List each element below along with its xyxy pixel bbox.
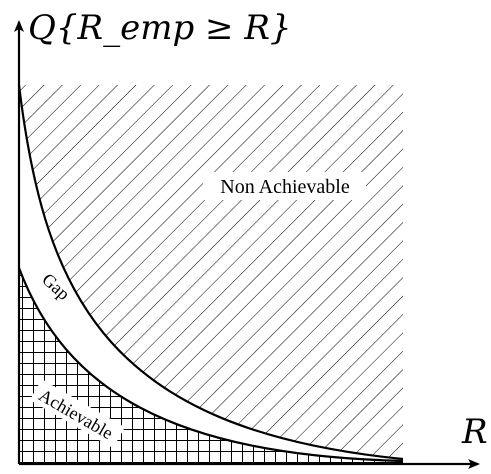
upper-boundary-curve [17, 84, 404, 461]
achievable-region [19, 268, 403, 464]
x-axis-label: R [461, 412, 488, 452]
non-achievable-label-bg [203, 172, 366, 200]
achievable-label-bg [29, 379, 125, 449]
lower-boundary-curve [17, 267, 404, 463]
y-axis-label: Q{R_emp ≥ R} [28, 8, 292, 48]
non-achievable-label: Non Achievable [220, 176, 350, 198]
